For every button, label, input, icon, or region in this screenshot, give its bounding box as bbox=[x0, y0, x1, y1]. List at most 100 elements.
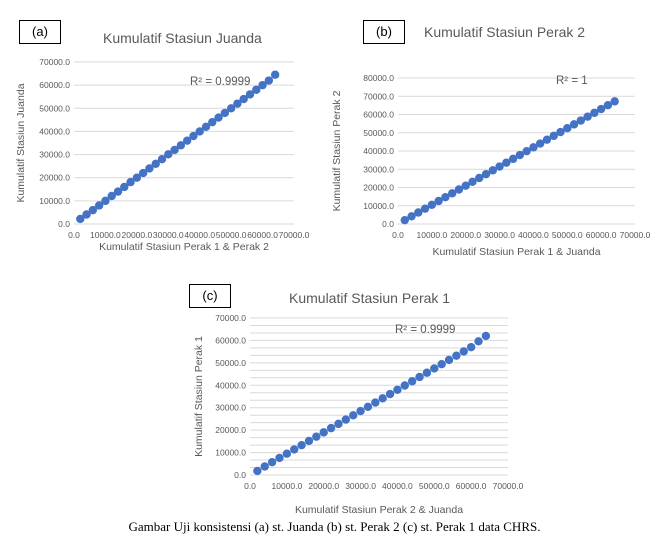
data-point bbox=[176, 141, 186, 150]
figure-caption: Gambar Uji konsistensi (a) st. Juanda (b… bbox=[128, 519, 541, 534]
data-point bbox=[400, 381, 409, 390]
data-point bbox=[326, 423, 336, 433]
y-tick-label: 20000.0 bbox=[215, 425, 246, 435]
y-tick-label: 60000.0 bbox=[215, 335, 246, 345]
data-point bbox=[542, 135, 552, 144]
data-point bbox=[297, 440, 306, 450]
y-tick-label: 40000.0 bbox=[215, 380, 246, 390]
data-point bbox=[88, 205, 98, 215]
data-point bbox=[182, 136, 192, 145]
y-tick-label: 50000.0 bbox=[363, 128, 394, 138]
data-point bbox=[378, 394, 387, 403]
data-point bbox=[233, 99, 242, 108]
y-tick-label: 70000.0 bbox=[215, 313, 246, 323]
data-point bbox=[452, 351, 461, 360]
y-tick-label: 0.0 bbox=[234, 470, 246, 480]
data-point bbox=[393, 385, 402, 394]
r-squared-annotation: R² = 1 bbox=[556, 75, 588, 87]
data-point bbox=[76, 214, 85, 224]
data-point bbox=[522, 146, 531, 156]
data-point bbox=[454, 185, 464, 194]
chart-b: (b) Kumulatif Stasiun Perak 2 0.0 10000.0… bbox=[330, 0, 669, 262]
data-point bbox=[226, 104, 236, 113]
data-point bbox=[164, 150, 173, 159]
y-tick-label: 30000.0 bbox=[39, 150, 70, 160]
y-tick-label: 10000.0 bbox=[363, 201, 394, 211]
data-point bbox=[556, 127, 565, 137]
x-tick-label: 50000.0 bbox=[552, 230, 583, 240]
data-point bbox=[481, 169, 491, 179]
data-point bbox=[107, 191, 116, 201]
x-tick-label: 70000.0 bbox=[279, 230, 310, 240]
data-point bbox=[267, 458, 277, 467]
x-tick-label: 50000.0 bbox=[216, 230, 247, 240]
data-point bbox=[563, 123, 572, 133]
data-point bbox=[113, 187, 123, 196]
y-tick-label: 40000.0 bbox=[363, 146, 394, 156]
y-tick-label: 70000.0 bbox=[39, 57, 70, 67]
x-tick-label: 0.0 bbox=[244, 481, 256, 491]
data-point bbox=[101, 196, 110, 206]
chart-c-plot: 0.0 10000.0 20000.0 30000.0 40000.0 50000.0 60… bbox=[193, 313, 524, 516]
x-tick-label: 0.0 bbox=[392, 230, 404, 240]
data-point bbox=[252, 85, 261, 94]
data-point bbox=[82, 210, 91, 219]
data-point bbox=[319, 428, 328, 437]
data-point bbox=[569, 120, 579, 129]
x-tick-label: 60000.0 bbox=[247, 230, 278, 240]
x-tick-label: 30000.0 bbox=[153, 230, 184, 240]
data-point bbox=[363, 402, 373, 412]
chart-a-tag: (a) bbox=[19, 20, 61, 44]
data-point bbox=[415, 372, 424, 382]
data-point bbox=[461, 181, 470, 190]
data-point bbox=[502, 158, 511, 167]
data-point bbox=[536, 139, 545, 148]
data-point bbox=[349, 411, 358, 420]
data-point bbox=[481, 331, 491, 341]
data-point bbox=[145, 164, 154, 173]
data-point bbox=[441, 192, 450, 202]
data-point bbox=[341, 415, 351, 424]
chart-a: (a) Kumulatif Stasiun Juanda 0.0 10000.0 2… bbox=[0, 0, 330, 262]
x-tick-label: 60000.0 bbox=[456, 481, 487, 491]
x-tick-label: 60000.0 bbox=[586, 230, 617, 240]
y-tick-label: 20000.0 bbox=[39, 173, 70, 183]
y-axis-label: Kumulatif Stasiun Perak 2 bbox=[331, 90, 343, 211]
data-point bbox=[120, 182, 129, 192]
data-point bbox=[201, 122, 211, 131]
data-point bbox=[282, 449, 292, 458]
data-point bbox=[420, 204, 430, 213]
chart-c-title: Kumulatif Stasiun Perak 1 bbox=[289, 290, 451, 306]
data-point bbox=[126, 177, 135, 187]
y-tick-label: 10000.0 bbox=[215, 448, 246, 458]
chart-a-plot: 0.010000.020000.030000.040000.050000.060… bbox=[15, 57, 310, 253]
data-point bbox=[407, 377, 417, 386]
data-point bbox=[208, 117, 217, 127]
data-point bbox=[508, 154, 518, 164]
data-point bbox=[529, 143, 538, 152]
data-point bbox=[132, 173, 142, 182]
y-tick-label: 60000.0 bbox=[363, 110, 394, 120]
data-point bbox=[475, 173, 484, 183]
x-axis-label: Kumulatif Stasiun Perak 1 & Juanda bbox=[432, 246, 600, 258]
data-point bbox=[434, 196, 443, 206]
chart-b-tag: (b) bbox=[363, 20, 405, 44]
data-point bbox=[334, 419, 343, 429]
x-axis-label: Kumulatif Stasiun Perak 1 & Perak 2 bbox=[99, 241, 269, 253]
x-axis-label: Kumulatif Stasiun Perak 2 & Juanda bbox=[295, 504, 463, 516]
y-tick-label: 0.0 bbox=[58, 219, 70, 229]
x-tick-label: 10000.0 bbox=[90, 230, 121, 240]
x-tick-label: 30000.0 bbox=[345, 481, 376, 491]
data-point bbox=[466, 342, 476, 352]
data-point bbox=[371, 398, 380, 407]
x-tick-label: 30000.0 bbox=[484, 230, 515, 240]
x-tick-label: 50000.0 bbox=[419, 481, 450, 491]
data-point bbox=[444, 355, 454, 365]
chart-b-plot: 0.010000.020000.030000.040000.050000.060… bbox=[331, 73, 651, 258]
data-point bbox=[468, 177, 477, 187]
x-tick-label: 20000.0 bbox=[308, 481, 339, 491]
data-point bbox=[495, 162, 504, 171]
data-point bbox=[422, 368, 432, 377]
y-tick-label: 10000.0 bbox=[39, 196, 70, 206]
data-point bbox=[596, 104, 606, 114]
